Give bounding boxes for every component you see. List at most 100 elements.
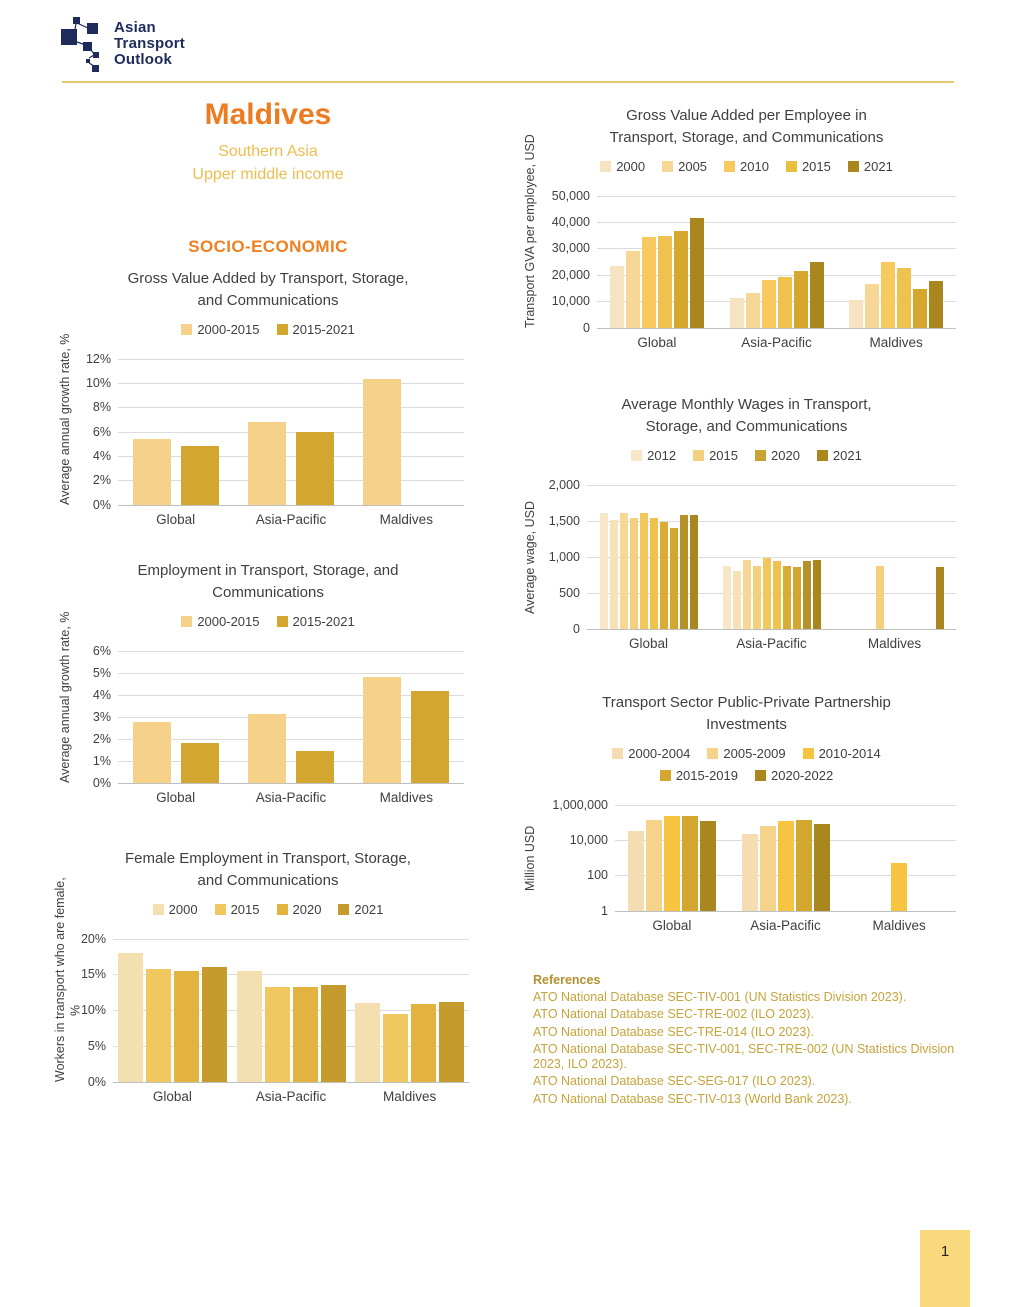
x-axis-category: Global — [156, 789, 196, 805]
y-tick-label: 50,000 — [551, 188, 590, 203]
y-tick-label: 6% — [92, 643, 111, 658]
country-block: Maldives Southern Asia Upper middle inco… — [58, 98, 478, 186]
legend-label: 2015-2021 — [292, 613, 355, 629]
bar — [782, 565, 791, 629]
x-axis-labels: Global Asia-Pacific Maldives — [113, 1089, 469, 1104]
gridline — [118, 760, 464, 762]
legend-swatch — [600, 160, 612, 172]
legend-swatch — [659, 769, 671, 781]
country-region: Southern Asia — [218, 143, 318, 160]
legend-item: 2020 — [755, 448, 800, 463]
bar — [752, 565, 761, 629]
x-axis-labels: Global Asia-Pacific Maldives — [587, 636, 956, 651]
y-tick-label: 5% — [87, 1038, 106, 1053]
logo-text: Asian Transport Outlook — [114, 19, 185, 69]
chart-monthly-wages: Average Monthly Wages in Transport, Stora… — [523, 394, 970, 651]
header-divider — [62, 81, 954, 83]
bar — [759, 825, 776, 911]
bar-group — [597, 196, 717, 328]
y-tick-label: 2,000 — [548, 477, 580, 492]
gridline — [118, 382, 464, 384]
gridline — [587, 592, 956, 594]
bar — [772, 561, 781, 629]
bar — [173, 970, 199, 1082]
gridline — [113, 1081, 469, 1083]
x-axis-category: Global — [637, 334, 677, 350]
x-axis-category: Asia-Pacific — [255, 789, 327, 805]
y-tick-label: 1 — [601, 903, 608, 918]
bar-group — [710, 485, 833, 629]
legend-item: 2000 — [600, 159, 645, 174]
legend-swatch — [214, 903, 226, 915]
bar — [689, 515, 698, 629]
bar — [669, 527, 678, 629]
legend-label: 2000-2015 — [197, 321, 260, 337]
bar — [762, 557, 771, 629]
chart-title: Gross Value Added by Transport, Storage,… — [127, 270, 409, 309]
bar — [236, 971, 262, 1082]
y-tick-label: 3% — [92, 709, 111, 724]
x-axis-category: Asia-Pacific — [741, 334, 812, 350]
bar — [679, 515, 688, 629]
chart-legend: 2012 2015 2020 2021 — [523, 448, 970, 463]
legend-label: 2021 — [863, 158, 893, 174]
bar — [645, 819, 662, 911]
legend-item: 2000 — [152, 901, 198, 917]
y-tick-label: 0 — [573, 621, 580, 636]
bar-group — [717, 196, 837, 328]
bar — [641, 237, 656, 328]
bar — [732, 570, 741, 629]
legend-swatch — [755, 449, 766, 461]
bar — [295, 750, 334, 783]
legend-item: 2005 — [662, 159, 707, 174]
chart-legend: 2000-2004 2005-2009 2010-2014 2015-2019 2020… — [523, 746, 970, 783]
chart-female-employment: Female Employment in Transport, Storage,… — [53, 848, 483, 1104]
legend-label: 2021 — [832, 447, 862, 463]
gridline — [118, 455, 464, 457]
bar-groups — [118, 359, 464, 505]
gridline — [118, 431, 464, 433]
legend-label: 2000 — [168, 901, 198, 917]
gridline — [113, 1010, 469, 1011]
legend-item: 2015-2021 — [276, 322, 355, 337]
y-tick-label: 30,000 — [551, 241, 590, 256]
section-heading: SOCIO-ECONOMIC — [188, 237, 348, 256]
plot-area: 20% 15% 10% 5% 0% — [81, 932, 469, 1089]
x-axis-category: Global — [628, 635, 669, 651]
x-axis-category: Asia-Pacific — [255, 511, 327, 527]
bar — [117, 952, 143, 1082]
y-tick-label: 4% — [92, 448, 111, 463]
reference-item: ATO National Database SEC-TIV-013 (World… — [533, 1091, 852, 1106]
references-list: ATO National Database SEC-TIV-001 (UN St… — [533, 990, 965, 1107]
legend-label: 2010-2014 — [818, 745, 881, 761]
chart-title: Transport Sector Public-Private Partners… — [602, 694, 891, 733]
bar — [663, 815, 680, 911]
bar — [745, 293, 760, 328]
y-tick-label: 20% — [80, 931, 106, 946]
gridline — [587, 628, 956, 630]
x-axis-category: Maldives — [383, 1088, 437, 1104]
x-axis-category: Maldives — [872, 917, 926, 933]
legend-label: 2010 — [740, 158, 769, 174]
legend-item: 2000-2015 — [181, 321, 260, 337]
bar — [201, 967, 227, 1082]
chart-gva-growth: Gross Value Added by Transport, Storage,… — [58, 268, 478, 527]
chart-title: Average Monthly Wages in Transport, Stora… — [621, 396, 872, 435]
legend-label: 2020 — [292, 901, 322, 917]
gridline — [118, 738, 464, 740]
legend-label: 2005 — [678, 158, 708, 174]
x-axis-category: Maldives — [867, 635, 922, 651]
y-tick-label: 12% — [85, 351, 111, 366]
bar-group — [233, 651, 348, 783]
bar — [802, 561, 811, 629]
bar — [657, 236, 672, 328]
bar — [264, 987, 290, 1082]
bar — [812, 560, 821, 629]
legend-item: 2010 — [724, 159, 769, 174]
gridline — [118, 694, 464, 696]
bar-groups — [587, 485, 956, 629]
chart-ppp-investments: Transport Sector Public-Private Partners… — [523, 692, 970, 933]
bar-group — [587, 485, 710, 629]
bar — [761, 279, 776, 328]
bar — [295, 431, 334, 505]
